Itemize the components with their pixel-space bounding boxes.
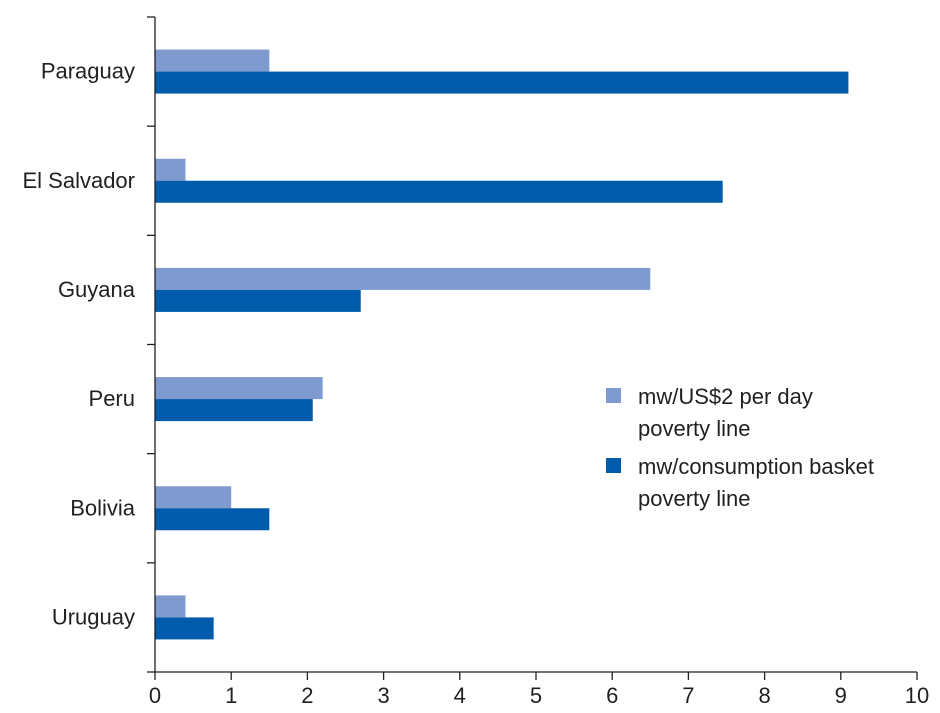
bar [155,508,270,531]
bar [155,158,186,181]
x-tick-label: 8 [758,683,770,708]
x-tick-label: 2 [301,683,313,708]
bar [155,617,214,640]
x-tick-label: 10 [905,683,929,708]
category-labels-group: Paraguay El Salvador Guyana Peru Bolivia Urug… [22,59,135,630]
x-tick-label: 7 [682,683,694,708]
x-tick-label: 5 [530,683,542,708]
x-tick-label: 6 [606,683,618,708]
category-label: Uruguay [52,604,135,629]
bar [155,49,270,72]
legend-label: poverty line [638,486,751,511]
y-ticks-group [147,16,155,673]
legend-label: poverty line [638,416,751,441]
bar [155,71,849,94]
legend: mw/US$2 per day poverty line mw/consumptio… [606,384,874,511]
x-tick-label: 3 [377,683,389,708]
bar [155,399,313,422]
category-label: Paraguay [41,59,135,84]
x-tick-label: 0 [149,683,161,708]
category-label: Bolivia [70,495,136,520]
bar [155,377,323,400]
category-label: Guyana [58,277,136,302]
bar [155,180,723,203]
x-tick-label: 9 [835,683,847,708]
legend-swatch [606,388,621,403]
legend-label: mw/US$2 per day [638,384,813,409]
legend-swatch [606,458,621,473]
bar [155,595,186,618]
legend-label: mw/consumption basket [638,454,874,479]
bars-group [155,49,849,640]
x-ticks-group: 0 1 2 3 4 5 6 7 8 9 10 [149,672,929,708]
category-label: Peru [89,386,135,411]
axes-group [154,17,917,673]
bar [155,267,651,290]
x-tick-label: 4 [454,683,466,708]
category-label: El Salvador [22,168,135,193]
x-tick-label: 1 [225,683,237,708]
bar [155,486,232,509]
bar [155,289,361,312]
